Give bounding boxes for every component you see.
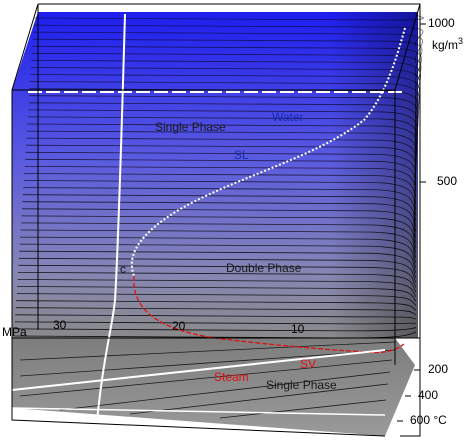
- saturated-liquid-label: SL: [234, 148, 249, 162]
- base-grid-line: [129, 383, 389, 415]
- saturated-vapor-label: SV: [300, 357, 317, 371]
- temperature-tick-400: 400: [418, 388, 439, 402]
- contour-line: [22, 194, 417, 238]
- contour-line: [14, 321, 417, 325]
- contour-line: [20, 229, 417, 264]
- contour-line: [17, 272, 417, 293]
- critical-point-label: c: [120, 262, 126, 276]
- contour-line: [16, 293, 417, 307]
- density-tick-500: 500: [437, 174, 458, 188]
- temperature-tick-600-value: 600: [410, 413, 431, 427]
- contour-line: [16, 300, 417, 311]
- contour-line: [18, 257, 417, 283]
- base-grid-line: [19, 341, 396, 361]
- density-tick-1000: 1000: [428, 16, 455, 30]
- contour-line: [21, 208, 417, 249]
- contour-line: [33, 24, 424, 47]
- surface-right-shading: [330, 12, 418, 338]
- base-grid-line: [19, 349, 396, 377]
- pressure-tick-20: 20: [172, 319, 186, 333]
- temperature-tick-200: 200: [428, 362, 449, 376]
- saturated-liquid-curve: [130, 27, 406, 277]
- contour-line: [19, 250, 417, 279]
- single-phase-vapor-label: Single Phase: [266, 378, 337, 392]
- density-unit-text: kg/m: [432, 38, 459, 52]
- pressure-tick-30: 30: [53, 318, 67, 332]
- contour-line: [22, 201, 417, 243]
- water-label: Water: [272, 110, 304, 124]
- isotherm-highlight-curve: [95, 13, 126, 431]
- single-phase-liquid-label: Single Phase: [155, 120, 226, 134]
- saturated-vapor-curve: [133, 275, 405, 354]
- contour-line: [17, 279, 417, 298]
- density-unit-exponent: 3: [458, 36, 464, 46]
- contour-line: [32, 45, 422, 89]
- contour-line: [14, 327, 417, 332]
- contour-line: [33, 13, 424, 21]
- contour-line: [19, 243, 417, 274]
- base-grid-line: [19, 359, 393, 397]
- temperature-axis-ticks: [397, 369, 420, 422]
- bounding-box-frame: [11, 3, 421, 437]
- contour-line: [30, 74, 421, 127]
- contour-line: [29, 88, 420, 144]
- contour-line: [21, 222, 417, 259]
- base-front-highlight-2: [11, 407, 386, 416]
- pressure-unit-label: MPa: [2, 325, 27, 339]
- contour-line: [33, 31, 423, 64]
- density-axis-ticks: [420, 23, 426, 183]
- pressure-tick-10: 10: [291, 322, 305, 336]
- base-front-highlight-1: [11, 349, 386, 391]
- contour-line: [20, 236, 417, 269]
- contour-line: [21, 215, 417, 254]
- contour-line: [29, 95, 419, 151]
- contour-line: [17, 286, 417, 302]
- base-grid-line: [219, 399, 387, 419]
- contour-line: [28, 102, 419, 158]
- contour-line: [29, 81, 420, 136]
- density-unit-label: kg/m3: [432, 34, 463, 52]
- contour-line: [15, 314, 417, 320]
- temperature-unit-label: °C: [433, 413, 447, 427]
- base-plane-grid: [19, 341, 396, 419]
- base-grid-line: [59, 371, 391, 411]
- steam-label: Steam: [214, 370, 249, 384]
- temperature-tick-600: 600 °C: [410, 413, 447, 427]
- base-plane: [12, 338, 415, 436]
- contour-line: [18, 264, 417, 288]
- double-phase-label: Double Phase: [226, 261, 302, 275]
- contour-line: [32, 38, 423, 77]
- contour-line: [15, 307, 417, 316]
